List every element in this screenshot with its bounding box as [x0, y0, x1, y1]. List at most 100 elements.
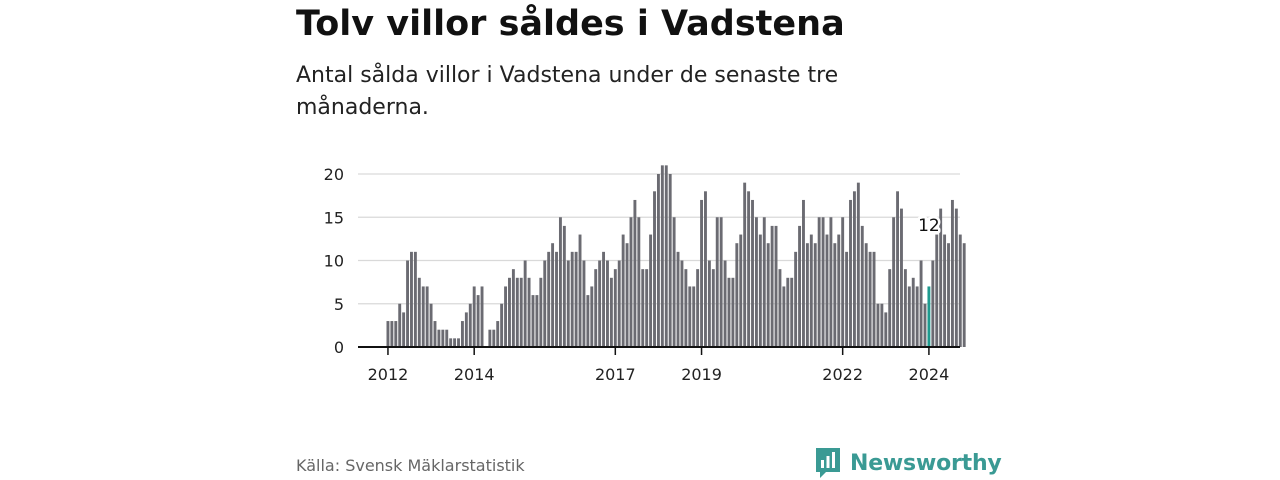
bar — [547, 251, 551, 347]
bar — [586, 295, 590, 347]
bar — [496, 321, 500, 347]
bar — [739, 234, 743, 347]
bar — [539, 277, 543, 347]
bar — [707, 260, 711, 347]
bar — [864, 243, 868, 347]
bar — [747, 191, 751, 347]
bar — [778, 269, 782, 347]
bar — [829, 217, 833, 347]
bar — [758, 234, 762, 347]
bar — [892, 217, 896, 347]
bar — [543, 260, 547, 347]
bar — [704, 191, 707, 347]
bar — [668, 174, 672, 347]
bar — [947, 243, 950, 347]
bar — [562, 225, 566, 347]
bar — [903, 269, 907, 347]
bar — [613, 269, 617, 347]
bar — [680, 260, 684, 347]
bar — [723, 260, 727, 347]
bar — [923, 303, 927, 347]
bar — [629, 217, 633, 347]
bar — [900, 208, 903, 347]
bar — [566, 260, 570, 347]
bar — [598, 260, 602, 347]
bar — [641, 269, 645, 347]
bar — [672, 217, 676, 347]
bar — [719, 217, 723, 347]
bar — [421, 286, 425, 347]
bar — [637, 217, 641, 347]
bar — [954, 208, 958, 347]
bar — [402, 312, 406, 347]
highlight-value-label: 12 — [918, 216, 940, 236]
bar — [653, 191, 656, 347]
bar — [500, 303, 504, 347]
bar — [582, 260, 586, 347]
bar — [821, 217, 825, 347]
bar — [433, 321, 437, 347]
bar — [794, 251, 798, 347]
bar — [633, 199, 637, 347]
bar — [751, 199, 754, 347]
x-tick-label-2014: 2014 — [454, 365, 495, 384]
bar — [570, 251, 574, 347]
bar — [445, 329, 449, 347]
y-tick-label-0: 0 — [334, 338, 344, 357]
bar — [457, 338, 460, 347]
chart-title: Tolv villor såldes i Vadstena — [296, 4, 845, 44]
brand-logo[interactable]: Newsworthy — [814, 446, 1002, 480]
bar — [727, 277, 731, 347]
bar — [606, 260, 609, 347]
bar — [656, 174, 660, 347]
bar — [492, 329, 496, 347]
bar — [649, 234, 653, 347]
bar — [876, 303, 880, 347]
bar — [386, 321, 390, 347]
bar — [911, 277, 915, 347]
chart-subtitle: Antal sålda villor i Vadstena under de s… — [296, 63, 839, 120]
bar — [962, 243, 966, 347]
bar — [762, 217, 766, 347]
bar — [664, 165, 668, 347]
bars — [386, 165, 966, 347]
y-tick-label-15: 15 — [324, 208, 344, 227]
bar — [907, 286, 911, 347]
brand-name: Newsworthy — [850, 450, 1002, 476]
bar — [476, 295, 480, 347]
x-tick-label-2022: 2022 — [822, 365, 863, 384]
bar — [805, 243, 809, 347]
bar — [919, 260, 923, 347]
bar — [790, 277, 794, 347]
data-labels: 12 — [916, 214, 943, 239]
bar — [645, 269, 649, 347]
bar — [856, 182, 860, 347]
bar — [621, 234, 625, 347]
bar — [852, 191, 856, 347]
y-tick-label-5: 5 — [334, 295, 344, 314]
bar — [441, 329, 445, 347]
bar — [527, 277, 531, 347]
bar — [770, 225, 774, 347]
bar — [394, 321, 398, 347]
axes: 0 5 10 15 20 2012 2014 2017 2019 2022 2024 — [324, 165, 960, 384]
bar — [868, 251, 872, 347]
bar — [594, 269, 598, 347]
bar — [574, 251, 578, 347]
bar — [488, 329, 492, 347]
bar-chart: 0 5 10 15 20 2012 2014 2017 2019 2022 2024 12 — [324, 165, 966, 384]
bar — [425, 286, 429, 347]
bar — [915, 286, 919, 347]
bar — [511, 269, 515, 347]
bar — [558, 217, 562, 347]
x-tick-label-2024: 2024 — [909, 365, 950, 384]
y-tick-label-10: 10 — [324, 252, 344, 271]
bar — [660, 165, 664, 347]
bar — [841, 217, 845, 347]
bar — [429, 303, 433, 347]
bar — [602, 251, 605, 347]
bar — [931, 260, 935, 347]
bar — [460, 321, 464, 347]
bar — [417, 277, 421, 347]
bar — [884, 312, 888, 347]
